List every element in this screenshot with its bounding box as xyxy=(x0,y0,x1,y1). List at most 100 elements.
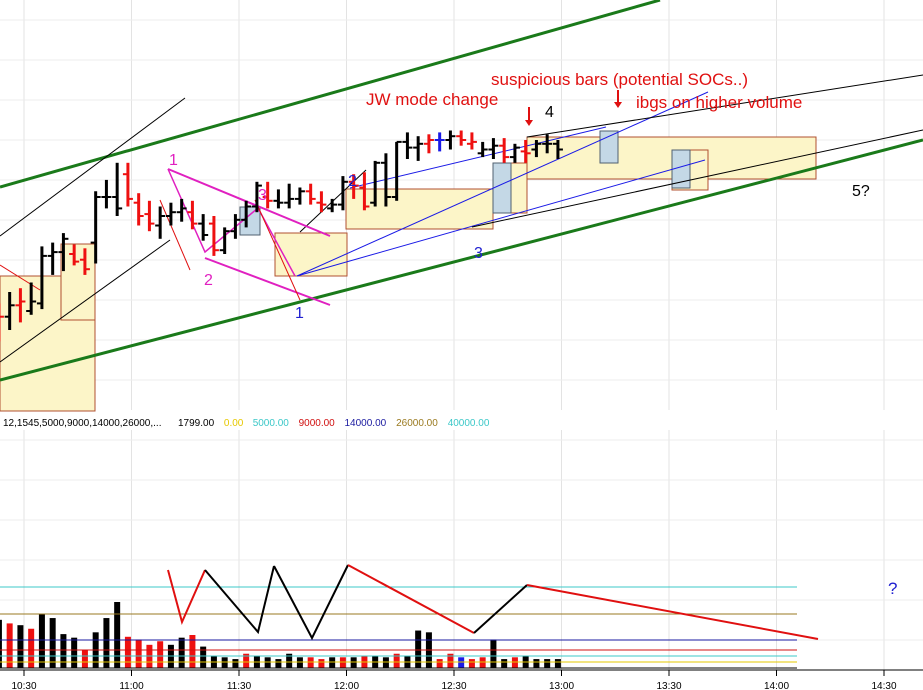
volume-bar xyxy=(17,625,24,668)
volume-legend-entry: 9000.00 xyxy=(299,418,336,429)
range-box xyxy=(274,232,348,277)
x-axis-tick-label: 12:30 xyxy=(441,681,466,690)
volume-bar xyxy=(243,653,250,668)
volume-bar xyxy=(275,659,282,668)
annotation-blue-1: 1 xyxy=(295,305,304,322)
volume-bar xyxy=(544,659,551,668)
trading-ranges xyxy=(0,130,817,412)
volume-bar xyxy=(157,641,164,668)
price-bars xyxy=(0,130,563,342)
volume-bar xyxy=(436,659,443,668)
volume-bar xyxy=(318,659,325,668)
x-axis: 10:30 11:00 11:30 12:00 12:30 13:00 13:30 14:00… xyxy=(0,669,923,690)
volume-bar xyxy=(296,657,303,668)
volume-wave-red xyxy=(526,584,819,640)
annotation-suspicious-bars: suspicious bars (potential SOCs..) xyxy=(491,70,748,89)
volume-bar xyxy=(350,657,357,668)
x-axis-tick-label: 11:00 xyxy=(119,681,144,690)
black-channel-line xyxy=(526,74,923,138)
volume-bar xyxy=(458,657,465,668)
trend-line xyxy=(0,264,41,291)
volume-legend-entry: 0.00 xyxy=(224,418,244,429)
magenta-channel-line xyxy=(167,168,331,237)
blue-channel-line xyxy=(349,126,607,189)
volume-wave-black xyxy=(273,564,349,641)
magenta-channel-line xyxy=(204,257,331,306)
volume-bar xyxy=(468,659,475,668)
volume-bar xyxy=(447,653,454,668)
volume-wave-black xyxy=(473,584,528,634)
blue-channel-line xyxy=(296,91,709,277)
volume-bar xyxy=(49,618,56,668)
black-channel-line xyxy=(471,129,923,228)
annotations: JW mode change suspicious bars (potentia… xyxy=(3,70,897,598)
volume-bar xyxy=(307,657,314,668)
annotation-jw-mode-change: JW mode change xyxy=(366,90,498,109)
volume-legend-entry: 1799.00 xyxy=(178,418,215,429)
lower-channel-line xyxy=(0,138,923,382)
volume-bar xyxy=(221,657,228,668)
volume-bar xyxy=(0,619,2,668)
trend-line xyxy=(159,199,191,271)
volume-bar xyxy=(103,618,110,668)
magenta-wave-path xyxy=(167,168,296,277)
trend-lines xyxy=(0,0,923,382)
volume-bars xyxy=(0,602,561,668)
volume-legend-entry: 14000.00 xyxy=(345,418,387,429)
volume-bar xyxy=(393,653,400,668)
annotation-wave-5: 5? xyxy=(852,183,870,200)
volume-bar xyxy=(124,636,131,668)
volume-wave-black xyxy=(204,565,275,635)
arrow-head xyxy=(614,102,622,108)
blue-channel-line xyxy=(296,159,706,277)
annotation-volume-question: ? xyxy=(888,579,897,598)
x-axis-tick-label: 12:00 xyxy=(334,681,359,690)
volume-bar xyxy=(114,602,121,668)
volume-legend: 1799.00 0.00 5000.00 9000.00 14000.00 26000.0… xyxy=(178,418,490,429)
annotation-blue-2: 2 xyxy=(348,173,357,190)
volume-bar xyxy=(415,630,422,668)
volume-bar xyxy=(533,659,540,668)
volume-bar xyxy=(178,637,185,668)
x-axis-tick-label: 10:30 xyxy=(11,681,36,690)
volume-legend-entry: 5000.00 xyxy=(253,418,290,429)
x-axis-tick-label: 11:30 xyxy=(227,681,252,690)
volume-bar xyxy=(38,614,45,668)
volume-bar xyxy=(511,657,518,668)
x-axis-tick-label: 14:30 xyxy=(871,681,896,690)
volume-bar xyxy=(6,623,13,668)
trend-line xyxy=(0,239,171,363)
volume-bar xyxy=(28,628,35,668)
volume-legend-entry: 40000.00 xyxy=(448,418,490,429)
volume-legend-entry: 26000.00 xyxy=(396,418,438,429)
range-box xyxy=(60,243,96,321)
trend-line xyxy=(0,97,186,237)
parameters-label: 12,1545,5000,9000,14000,26000,... xyxy=(3,418,161,429)
shaded-bar xyxy=(599,130,619,164)
volume-bar xyxy=(479,657,486,668)
volume-bar xyxy=(554,659,561,668)
x-axis-tick-label: 13:30 xyxy=(656,681,681,690)
volume-bar xyxy=(60,634,67,668)
shaded-bar xyxy=(492,162,512,214)
volume-bar xyxy=(71,637,78,668)
volume-bar xyxy=(200,646,207,668)
annotation-ibgs: ibgs on higher volume xyxy=(636,93,802,112)
range-box xyxy=(345,188,494,230)
volume-bar xyxy=(81,650,88,668)
arrow-head xyxy=(525,120,533,126)
volume-bar xyxy=(264,657,271,668)
volume-bar xyxy=(382,657,389,668)
volume-wave-red xyxy=(167,569,206,625)
volume-bar xyxy=(232,659,239,668)
volume-bar xyxy=(490,639,497,668)
annotation-magenta-2: 2 xyxy=(204,272,213,289)
volume-bar xyxy=(189,635,196,668)
volume-levels xyxy=(0,586,797,669)
volume-wave-red xyxy=(347,564,475,634)
volume-bar xyxy=(286,653,293,668)
wave-lines xyxy=(167,564,819,641)
upper-channel-line xyxy=(0,0,661,189)
volume-bar xyxy=(329,657,336,668)
